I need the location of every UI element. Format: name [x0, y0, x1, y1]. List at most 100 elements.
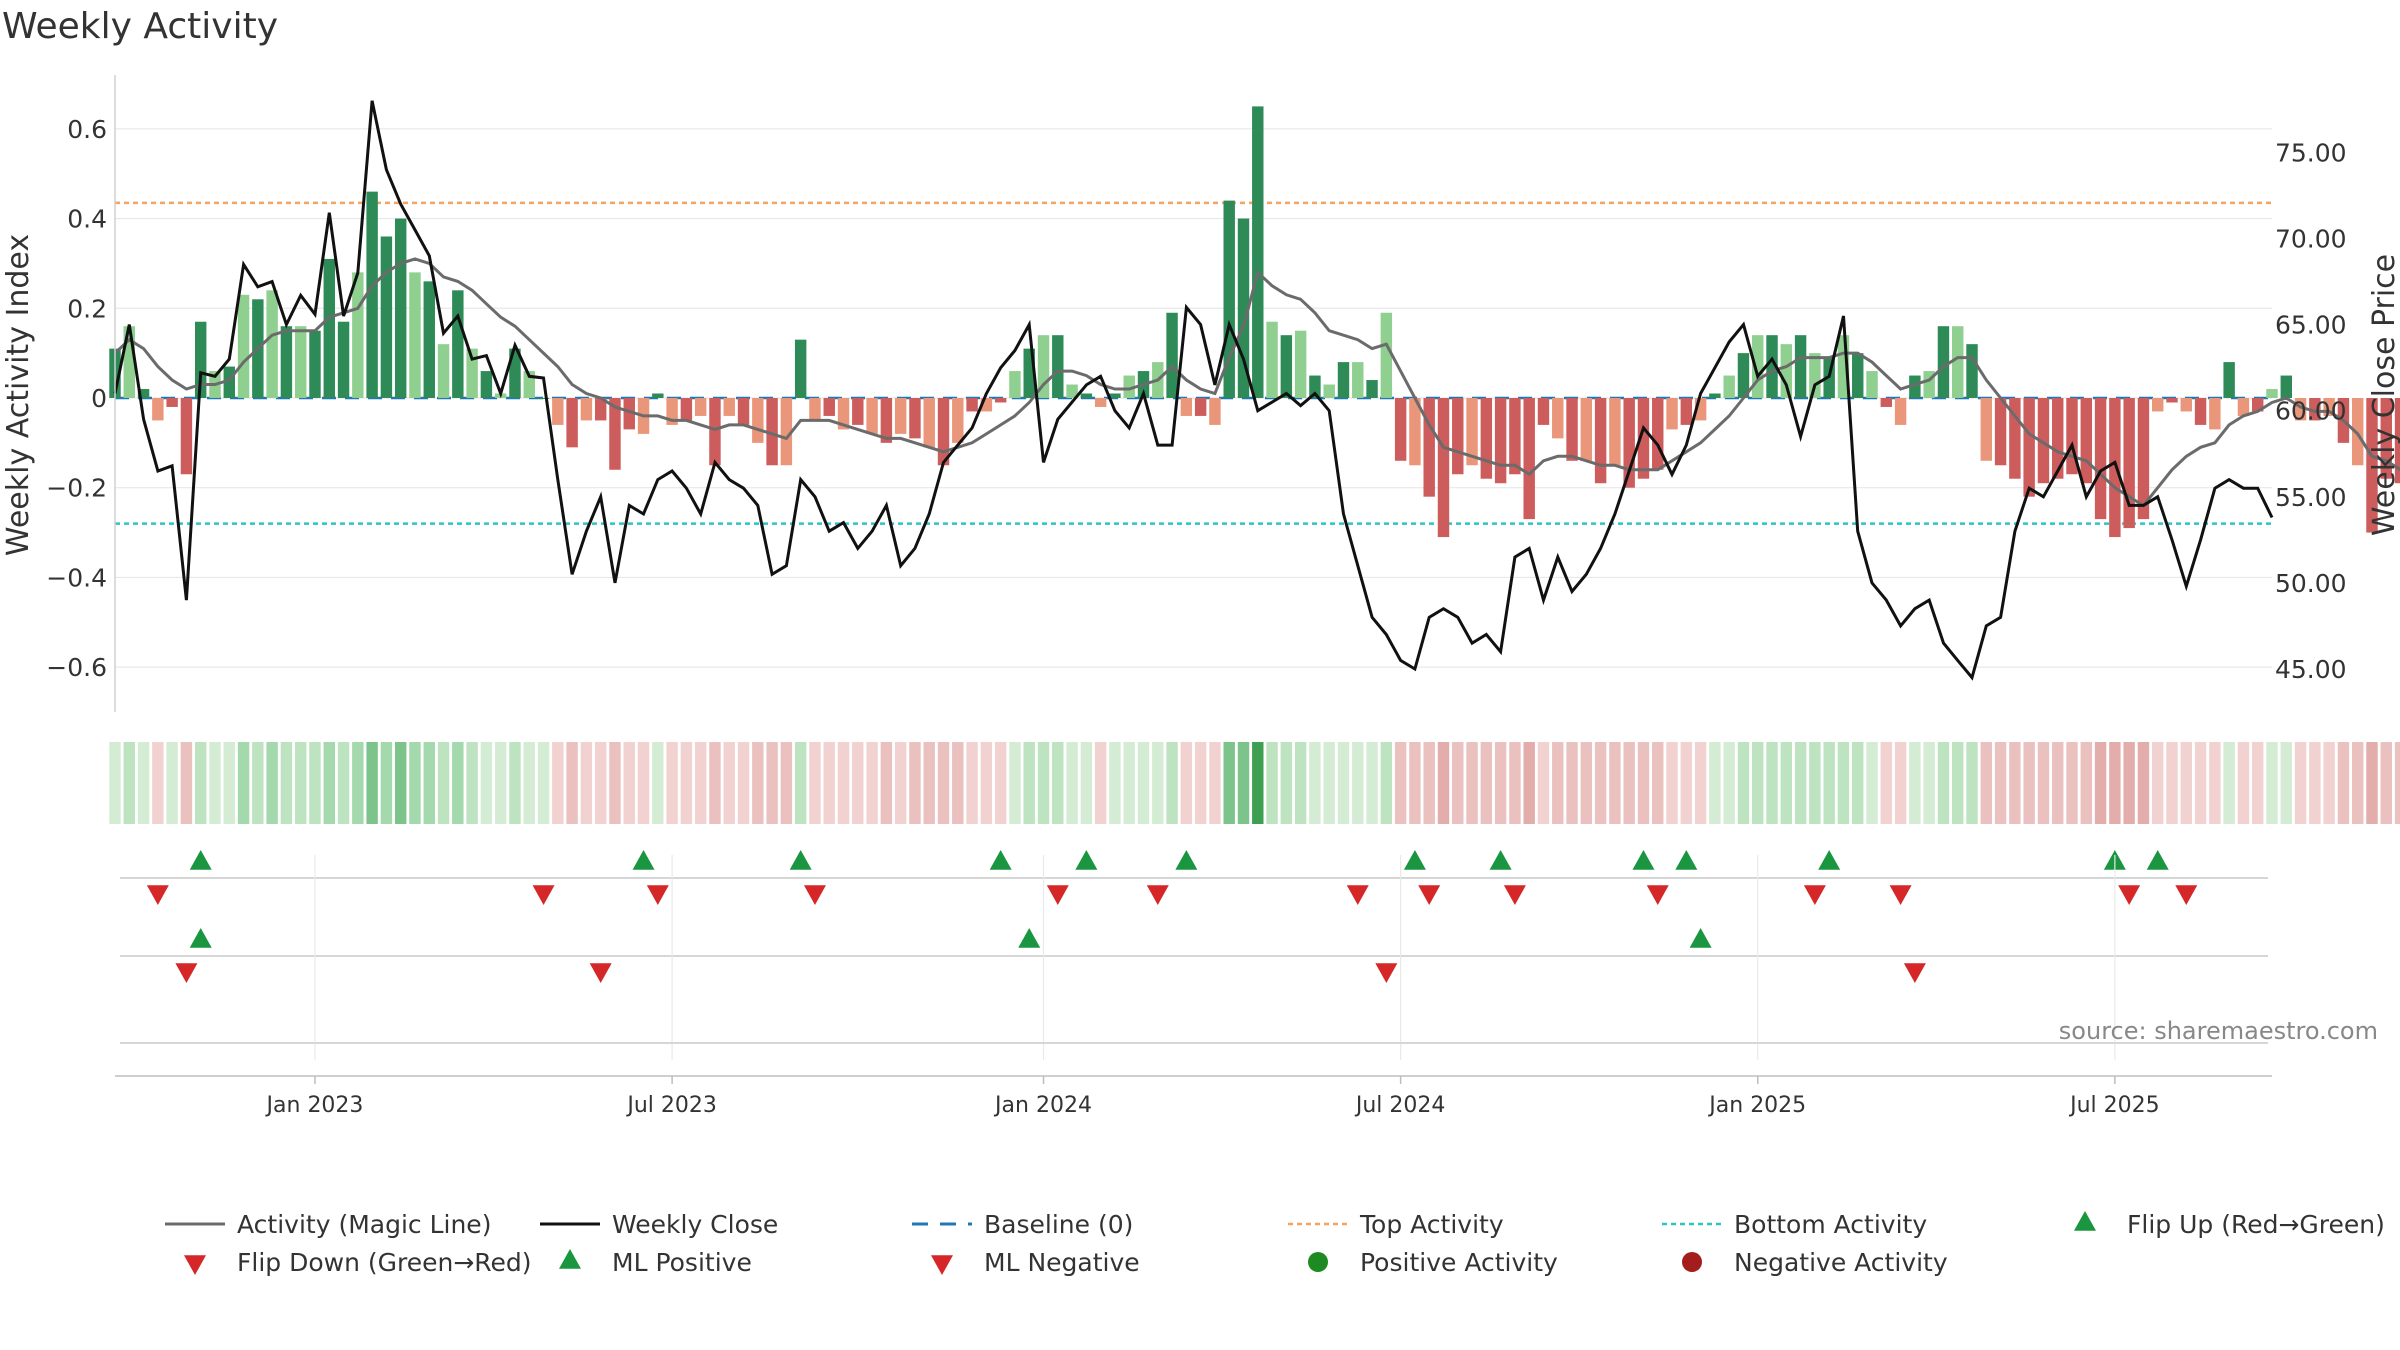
strip-cell — [894, 742, 907, 824]
strip-cell — [1009, 742, 1021, 824]
strip-cell — [2266, 742, 2278, 824]
strip-cell — [2052, 742, 2064, 824]
activity-bar — [2152, 397, 2164, 412]
activity-bar — [1094, 397, 1107, 407]
strip-cell — [2180, 742, 2193, 824]
strip-cell — [1537, 742, 1550, 824]
strip-cell — [1666, 742, 1678, 824]
strip-cell — [2166, 742, 2178, 824]
strip-cell — [2209, 742, 2221, 824]
axes: 0.6 0.4 0.2 0 −0.2 −0.4 −0.6 75.00 70.00 65.00 60.… — [46, 75, 2347, 712]
strip-cell — [2280, 742, 2292, 824]
ml-negative-marker — [589, 963, 612, 983]
flip-down-marker — [2118, 885, 2141, 905]
strip-cell — [423, 742, 435, 824]
y2-tick-label: 70.00 — [2275, 225, 2347, 254]
strip-cell — [1394, 742, 1407, 824]
strip-cell — [137, 742, 150, 824]
strip-cell — [1880, 742, 1893, 824]
activity-bar — [1466, 397, 1478, 466]
activity-bar — [1209, 397, 1221, 425]
strip-cell — [2094, 742, 2107, 824]
strip-cell — [166, 742, 178, 824]
strip-cell — [2066, 742, 2078, 824]
activity-bar — [2066, 397, 2078, 475]
strip-cell — [1023, 742, 1035, 824]
activity-bar — [2323, 397, 2335, 416]
activity-bar — [1480, 397, 1493, 479]
strip-cell — [1966, 742, 1978, 824]
y-tick-label: 0.4 — [67, 205, 107, 234]
strip-cell — [766, 742, 778, 824]
strip-cell — [966, 742, 978, 824]
flip-down-marker — [1889, 885, 1912, 905]
activity-bar — [1023, 348, 1035, 398]
strip-cell — [1823, 742, 1835, 824]
activity-bar — [1909, 375, 1921, 398]
strip-cell — [1623, 742, 1635, 824]
activity-bar — [1437, 397, 1450, 538]
activity-heat-strip — [109, 742, 2400, 824]
activity-bar — [1194, 397, 1207, 416]
strip-cell — [1894, 742, 1907, 824]
activity-bar — [1566, 397, 1578, 461]
chart-title: Weekly Activity — [2, 6, 278, 47]
activity-bar — [766, 397, 778, 466]
activity-bar — [1852, 353, 1864, 398]
activity-bar — [1680, 397, 1693, 425]
strip-cell — [2237, 742, 2250, 824]
strip-cell — [1723, 742, 1735, 824]
strip-cell — [494, 742, 507, 824]
legend-label: Positive Activity — [1360, 1248, 1558, 1277]
strip-cell — [1266, 742, 1278, 824]
strip-cell — [523, 742, 535, 824]
activity-bar — [1294, 330, 1307, 398]
activity-bar — [2280, 375, 2292, 398]
strip-cell — [980, 742, 993, 824]
ml-markers-panel — [120, 928, 2268, 983]
flip-up-marker — [1489, 850, 1512, 870]
strip-cell — [380, 742, 393, 824]
activity-bar — [2023, 397, 2035, 497]
weekly-close-line — [113, 100, 2274, 681]
strip-cell — [923, 742, 935, 824]
activity-bar — [994, 397, 1007, 403]
activity-bar — [309, 330, 321, 398]
flip-down-marker — [532, 885, 555, 905]
strip-cell — [680, 742, 693, 824]
strip-cell — [1223, 742, 1235, 824]
strip-cell — [623, 742, 635, 824]
activity-bar — [280, 326, 293, 398]
activity-bar — [1509, 397, 1521, 475]
activity-bar — [409, 272, 421, 398]
strip-cell — [452, 742, 464, 824]
strip-cell — [1423, 742, 1435, 824]
activity-bar — [609, 397, 621, 470]
strip-cell — [652, 742, 664, 824]
activity-bar — [1766, 335, 1778, 398]
activity-bar — [1066, 384, 1078, 398]
legend-swatch-pos-dot — [1308, 1252, 1328, 1272]
strip-cell — [366, 742, 378, 824]
strip-cell — [580, 742, 593, 824]
activity-bar — [2194, 397, 2207, 425]
legend-label: Negative Activity — [1734, 1248, 1948, 1277]
strip-cell — [1466, 742, 1478, 824]
activity-bar — [1252, 106, 1264, 398]
x-axis: Jan 2023 Jul 2023 Jan 2024 Jul 2024 Jan 2025… — [115, 1075, 2272, 1118]
source-note: source: sharemaestro.com — [2059, 1017, 2378, 1045]
strip-cell — [1152, 742, 1164, 824]
ml-negative-marker — [1903, 963, 1926, 983]
strip-cell — [1866, 742, 1878, 824]
activity-bar — [166, 397, 178, 407]
flip-down-marker — [1646, 885, 1669, 905]
activity-bar — [2094, 397, 2107, 520]
strip-cell — [1280, 742, 1293, 824]
x-tick-label: Jan 2025 — [1707, 1093, 1806, 1118]
strip-cell — [1480, 742, 1493, 824]
activity-bar — [2351, 397, 2364, 466]
strip-cell — [1980, 742, 1993, 824]
strip-cell — [480, 742, 493, 824]
y2-tick-label: 65.00 — [2275, 311, 2347, 340]
strip-cell — [837, 742, 850, 824]
